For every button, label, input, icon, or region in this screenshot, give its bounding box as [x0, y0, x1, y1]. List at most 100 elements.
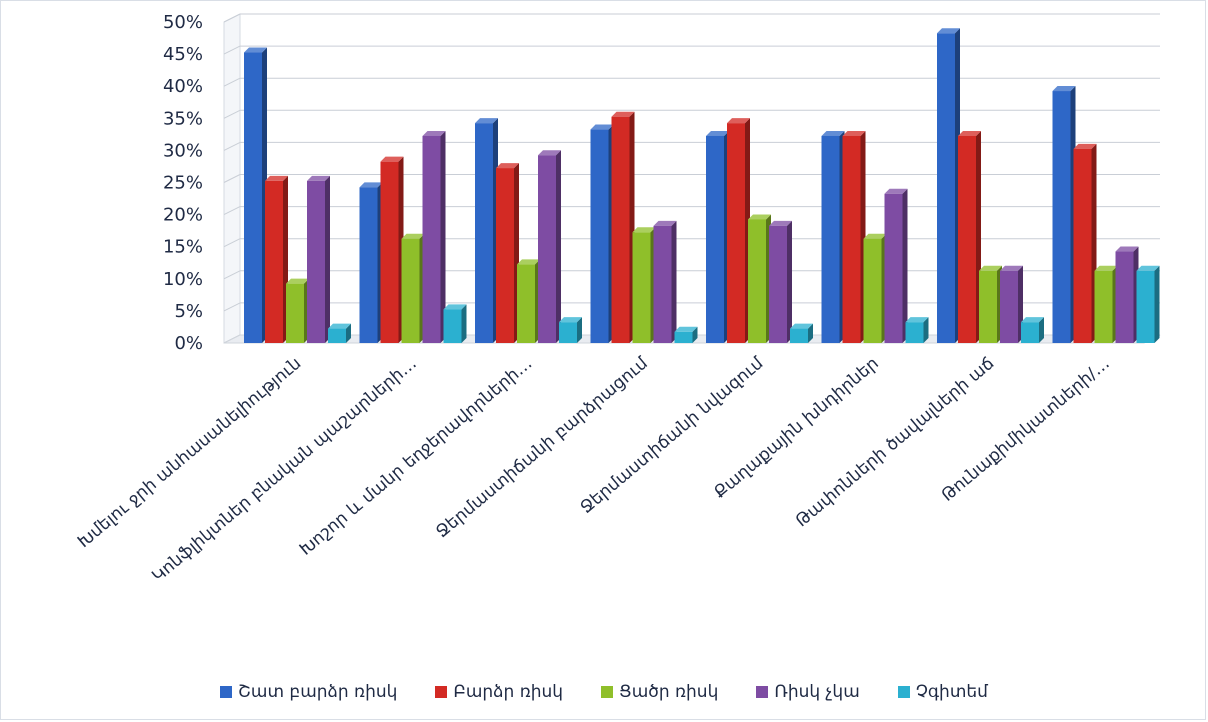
gridline-depth	[223, 45, 241, 55]
legend-label: Չգիտեմ	[915, 682, 988, 702]
bar-top	[821, 130, 845, 136]
bar-1-cat-3	[475, 123, 493, 343]
bar-top	[632, 227, 656, 233]
legend-label: Բարձր ռիսկ	[453, 682, 564, 702]
legend-item: Ռիսկ չկա	[756, 682, 860, 702]
x-category-label: Խմելու ջրի անհասանելիություն	[74, 354, 305, 553]
bar-1-cat-1	[244, 52, 262, 344]
y-tick-label: 45%	[163, 44, 203, 65]
bar-top	[653, 220, 677, 226]
bar-side	[1154, 265, 1160, 343]
legend-label: Ռիսկ չկա	[774, 682, 860, 702]
bar-top	[590, 124, 614, 130]
bar-top	[401, 233, 425, 239]
y-tick-label: 50%	[163, 12, 203, 33]
legend-swatch	[601, 686, 614, 698]
bar-4-cat-2	[422, 135, 441, 343]
bar-top	[559, 317, 582, 323]
bar-side	[923, 317, 929, 343]
bar-5-cat-4	[674, 331, 693, 343]
bar-top	[1021, 317, 1044, 323]
legend-item: Չգիտեմ	[897, 682, 988, 702]
bar-5-cat-6	[905, 322, 924, 343]
bar-3-cat-6	[863, 238, 882, 343]
bar-side	[671, 220, 677, 343]
legend-swatch	[435, 686, 448, 698]
bar-2-cat-1	[265, 180, 283, 343]
bar-5-cat-7	[1021, 322, 1039, 343]
legend-item: Շատ բարձր ռիսկ	[220, 682, 397, 702]
bar-2-cat-6	[842, 135, 861, 343]
bar-top	[538, 150, 561, 156]
x-category-label: Ջերմաստիճանի նվազում	[577, 353, 768, 518]
gridline-depth	[223, 77, 241, 87]
bar-side	[325, 175, 330, 343]
bar-top	[244, 47, 267, 53]
bar-top	[475, 118, 498, 124]
bar-1-cat-4	[590, 129, 609, 343]
legend-swatch	[897, 686, 910, 698]
bar-3-cat-2	[401, 238, 420, 343]
bar-top	[517, 259, 540, 265]
gridline-depth	[223, 270, 241, 280]
bar-5-cat-8	[1136, 270, 1155, 343]
bar-chart: 0% 5% 10% 15% 20% 25% 30% 35% 40% 45% 50% Խմելու ջր…	[74, 12, 1161, 587]
bar-side	[346, 323, 351, 343]
bar-side	[1039, 317, 1044, 343]
bar-top	[1136, 265, 1160, 271]
gridline-depth	[223, 109, 241, 119]
gridline-depth	[223, 141, 241, 151]
bar-side	[556, 150, 561, 343]
bar-side	[902, 188, 908, 343]
y-tick-label: 20%	[163, 205, 203, 226]
bar-top	[979, 265, 1002, 271]
bar-3-cat-7	[979, 270, 997, 343]
x-category-label: Թափոնների ծավալների աճ	[792, 354, 998, 532]
bar-2-cat-4	[611, 116, 630, 343]
bar-1-cat-8	[1052, 91, 1071, 343]
legend-swatch	[220, 686, 233, 698]
bar-top	[380, 156, 404, 162]
bar-top	[1094, 265, 1118, 271]
bar-4-cat-8	[1115, 251, 1134, 343]
x-category-label: Ջերմաստիճանի բարձրացում	[432, 353, 652, 542]
bar-top	[937, 28, 960, 34]
bar-top	[328, 323, 351, 329]
bar-top	[359, 182, 383, 188]
bar-side	[808, 323, 813, 343]
bar-5-cat-5	[790, 328, 808, 343]
bar-5-cat-3	[559, 322, 577, 343]
bar-3-cat-1	[286, 283, 304, 343]
bar-top	[790, 323, 813, 329]
bar-top	[1073, 143, 1097, 149]
y-tick-label: 40%	[163, 76, 203, 97]
x-category-label: Խոշոր և մանր եղջերավորների…	[296, 354, 536, 560]
bar-2-cat-5	[727, 123, 745, 343]
y-tick-label: 5%	[174, 301, 203, 322]
bar-side	[461, 304, 467, 343]
gridline-depth	[223, 174, 241, 183]
bar-4-cat-5	[769, 225, 787, 343]
bar-4-cat-4	[653, 225, 672, 343]
bar-2-cat-8	[1073, 148, 1092, 343]
bar-top	[443, 304, 467, 310]
bar-top	[769, 220, 792, 226]
bar-top	[422, 130, 446, 136]
bar-4-cat-3	[538, 155, 556, 343]
y-tick-label: 0%	[174, 333, 203, 354]
bar-side	[440, 130, 446, 343]
bar-5-cat-2	[443, 309, 462, 343]
gridline-depth	[223, 302, 241, 312]
bar-1-cat-2	[359, 187, 378, 343]
bar-top	[958, 130, 981, 136]
bar-side	[577, 317, 582, 343]
legend-item: Ցածր ռիսկ	[601, 682, 718, 702]
legend-item: Բարձր ռիսկ	[435, 682, 563, 702]
bar-top	[706, 130, 729, 136]
bar-top	[1052, 86, 1076, 92]
bar-top	[496, 163, 519, 169]
bar-side	[787, 220, 792, 343]
bar-top	[265, 175, 288, 181]
gridline-depth	[223, 13, 241, 23]
